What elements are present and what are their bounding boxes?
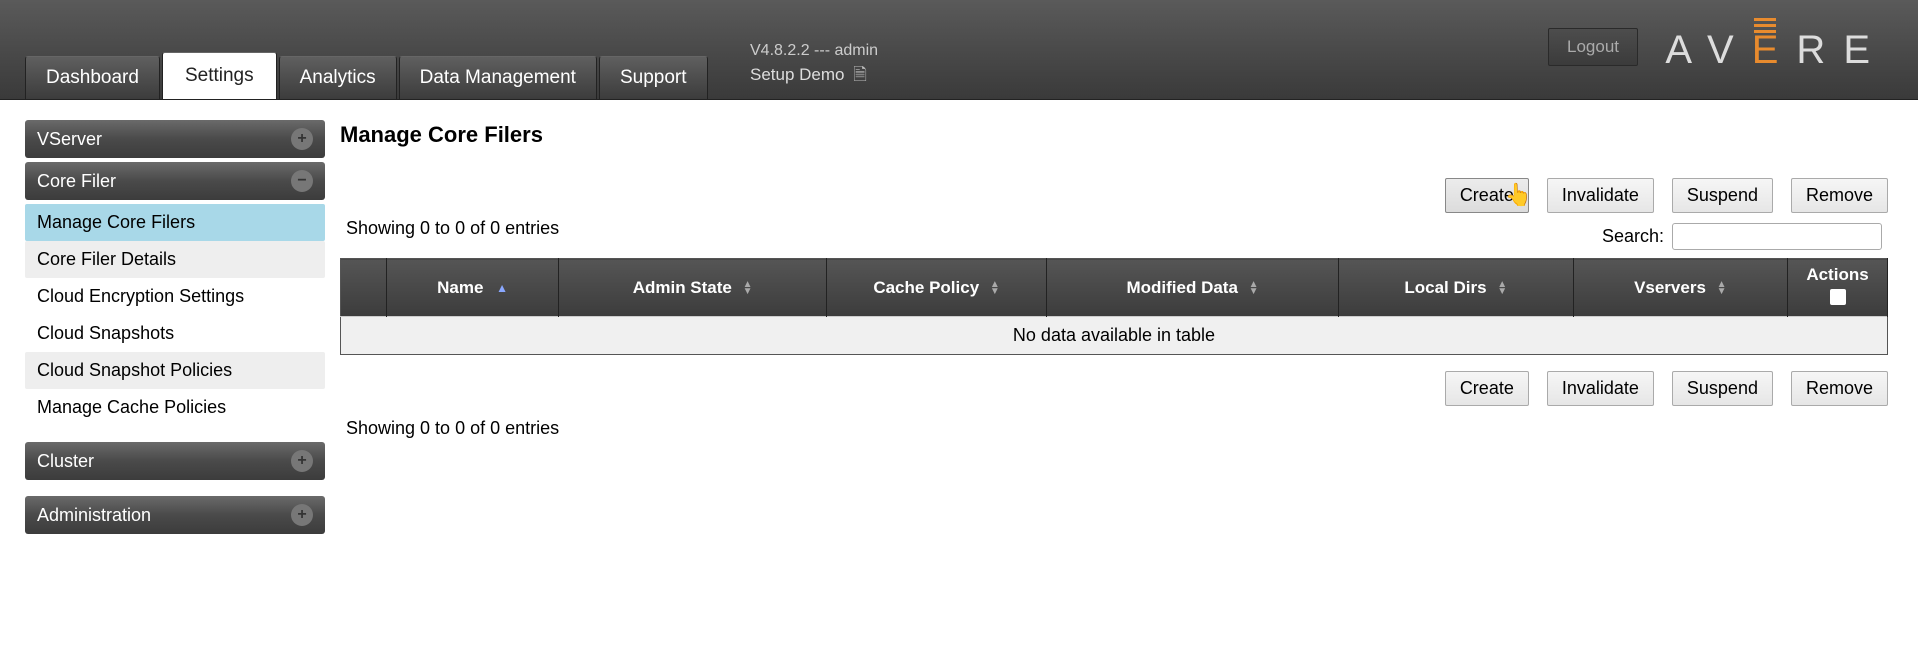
sidebar-section-cluster[interactable]: Cluster + (25, 442, 325, 480)
empty-table-text: No data available in table (341, 317, 1888, 355)
brand-logo: AVERE (1665, 28, 1888, 73)
expand-icon: + (291, 450, 313, 472)
col-label: Admin State (633, 278, 732, 297)
expand-icon: + (291, 128, 313, 150)
col-label: Name (437, 278, 483, 297)
entries-text-top: Showing 0 to 0 of 0 entries (340, 218, 559, 239)
entries-text-bottom: Showing 0 to 0 of 0 entries (340, 418, 1888, 439)
sidebar-section-core-filer[interactable]: Core Filer − (25, 162, 325, 200)
collapse-icon: − (291, 170, 313, 192)
sidebar-section-administration[interactable]: Administration + (25, 496, 325, 534)
sidebar-section-label: Administration (37, 505, 151, 526)
sort-icon: ▲▼ (743, 281, 753, 295)
sidebar-section-label: Cluster (37, 451, 94, 472)
tab-support[interactable]: Support (599, 56, 708, 99)
top-tabs: Dashboard Settings Analytics Data Manage… (25, 52, 710, 99)
sort-icon: ▲▼ (1249, 281, 1259, 295)
suspend-button[interactable]: Suspend (1672, 178, 1773, 213)
tab-data-management[interactable]: Data Management (399, 56, 597, 99)
sidebar-items-core-filer: Manage Core Filers Core Filer Details Cl… (25, 204, 325, 426)
logo-letter: E (1843, 28, 1888, 72)
sidebar-item-cloud-encryption-settings[interactable]: Cloud Encryption Settings (25, 278, 325, 315)
expand-icon: + (291, 504, 313, 526)
tab-settings[interactable]: Settings (162, 52, 277, 99)
search-input[interactable] (1672, 223, 1882, 250)
invalidate-button-bottom[interactable]: Invalidate (1547, 371, 1654, 406)
col-actions[interactable]: Actions (1788, 259, 1888, 317)
sidebar-item-manage-cache-policies[interactable]: Manage Cache Policies (25, 389, 325, 426)
sidebar-item-core-filer-details[interactable]: Core Filer Details (25, 241, 325, 278)
col-blank[interactable] (341, 259, 387, 317)
version-user-text: V4.8.2.2 --- admin (750, 42, 878, 60)
logout-button[interactable]: Logout (1548, 28, 1638, 66)
tab-analytics[interactable]: Analytics (279, 56, 397, 99)
sort-icon: ▲▼ (1497, 281, 1507, 295)
create-button[interactable]: Create (1445, 178, 1529, 213)
search-label: Search: (1602, 226, 1664, 247)
remove-button-bottom[interactable]: Remove (1791, 371, 1888, 406)
page-title: Manage Core Filers (340, 122, 1888, 148)
sidebar-item-cloud-snapshot-policies[interactable]: Cloud Snapshot Policies (25, 352, 325, 389)
logo-letter: A (1665, 28, 1707, 72)
header-meta: V4.8.2.2 --- admin Setup Demo 🗎 (750, 42, 878, 91)
col-label: Modified Data (1126, 278, 1237, 297)
col-label: Vservers (1634, 278, 1706, 297)
sort-icon: ▲▼ (1717, 281, 1727, 295)
col-local-dirs[interactable]: Local Dirs ▲▼ (1338, 259, 1573, 317)
document-icon: 🗎 (853, 65, 867, 84)
setup-label: Setup Demo (750, 65, 845, 84)
invalidate-button[interactable]: Invalidate (1547, 178, 1654, 213)
col-label: Local Dirs (1404, 278, 1486, 297)
col-cache-policy[interactable]: Cache Policy ▲▼ (827, 259, 1047, 317)
remove-button[interactable]: Remove (1791, 178, 1888, 213)
create-button-bottom[interactable]: Create (1445, 371, 1529, 406)
col-vservers[interactable]: Vservers ▲▼ (1573, 259, 1787, 317)
sidebar-section-vserver[interactable]: VServer + (25, 120, 325, 158)
logo-letter-accent: E (1752, 28, 1797, 72)
col-name[interactable]: Name ▲ (387, 259, 559, 317)
action-buttons-bottom: Create Invalidate Suspend Remove (340, 371, 1888, 406)
action-buttons-top: Create 👆 Invalidate Suspend Remove (1445, 178, 1888, 213)
logo-letter: V (1707, 28, 1752, 72)
col-label: Cache Policy (873, 278, 979, 297)
search-row: Search: (1602, 223, 1888, 250)
sidebar-section-label: VServer (37, 129, 102, 150)
sidebar-item-manage-core-filers[interactable]: Manage Core Filers (25, 204, 325, 241)
sidebar-item-cloud-snapshots[interactable]: Cloud Snapshots (25, 315, 325, 352)
col-modified-data[interactable]: Modified Data ▲▼ (1047, 259, 1339, 317)
suspend-button-bottom[interactable]: Suspend (1672, 371, 1773, 406)
header-bar: Dashboard Settings Analytics Data Manage… (0, 0, 1918, 100)
core-filers-table: Name ▲ Admin State ▲▼ Cache Policy ▲▼ Mo… (340, 258, 1888, 355)
sidebar: VServer + Core Filer − Manage Core Filer… (25, 120, 325, 538)
sort-asc-icon: ▲ (496, 281, 508, 295)
tab-dashboard[interactable]: Dashboard (25, 56, 160, 99)
content-area: Manage Core Filers Showing 0 to 0 of 0 e… (325, 120, 1918, 538)
select-all-checkbox[interactable] (1830, 289, 1846, 305)
setup-link[interactable]: Setup Demo 🗎 (750, 62, 878, 91)
col-admin-state[interactable]: Admin State ▲▼ (559, 259, 827, 317)
logo-letter: R (1796, 28, 1843, 72)
sort-icon: ▲▼ (990, 281, 1000, 295)
col-label: Actions (1796, 265, 1879, 285)
sidebar-section-label: Core Filer (37, 171, 116, 192)
